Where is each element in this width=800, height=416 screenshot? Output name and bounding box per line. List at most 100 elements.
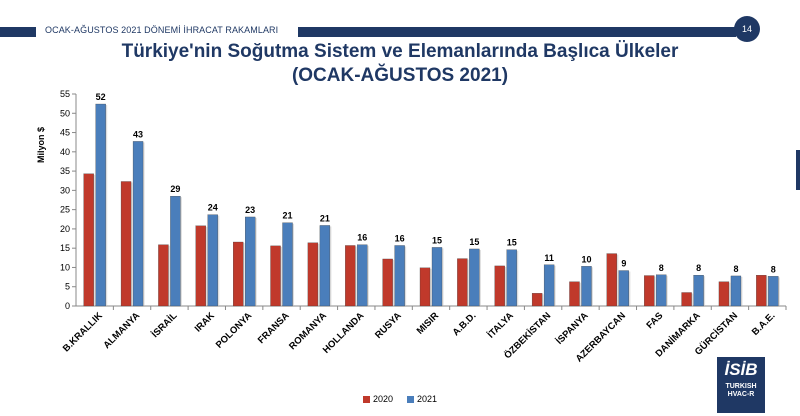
bar-2020-17 — [681, 292, 692, 307]
bar-2021-11 — [469, 248, 480, 307]
bar-2021-14 — [581, 266, 592, 307]
bar-2021-5 — [245, 216, 256, 307]
bar-2020-13 — [531, 293, 543, 307]
x-tick-label: ALMANYA — [101, 310, 142, 351]
bar-2021-9 — [394, 245, 405, 307]
y-tick-label: 25 — [60, 205, 70, 215]
edge-decoration — [796, 150, 800, 190]
y-tick-label: 15 — [60, 243, 70, 253]
chart-title: Türkiye'nin Soğutma Sistem ve Elemanları… — [121, 41, 679, 62]
bar-2020-12 — [494, 265, 505, 307]
bar-2020-15 — [606, 253, 617, 307]
bar-2021-8 — [357, 244, 368, 307]
bar-2021-10 — [431, 247, 443, 307]
data-label: 23 — [245, 205, 255, 215]
bar-2020-9 — [382, 258, 393, 307]
x-tick-label: İTALYA — [486, 310, 516, 340]
x-tick-label: POLONYA — [214, 310, 254, 350]
data-label: 21 — [283, 211, 293, 221]
bar-2020-6 — [270, 245, 281, 307]
page-number-badge: 14 — [734, 16, 760, 42]
y-tick-label: 0 — [65, 301, 70, 311]
logo-line-1: TURKISH — [725, 383, 757, 390]
data-label: 9 — [621, 259, 626, 269]
data-label: 10 — [581, 254, 591, 264]
x-tick-label: B.A.E. — [750, 310, 778, 338]
bar-2021-13 — [543, 264, 555, 307]
x-tick-label: A.B.D. — [451, 310, 479, 338]
logo-line-2: HVAC-R — [727, 391, 755, 398]
x-tick-label: İSPANYA — [554, 310, 591, 347]
bar-2021-1 — [95, 103, 106, 307]
section-title: OCAK-AĞUSTOS 2021 DÖNEMİ İHRACAT RAKAMLA… — [45, 25, 279, 35]
data-label: 24 — [208, 203, 218, 213]
y-tick-label: 40 — [60, 147, 70, 157]
data-label: 8 — [771, 264, 776, 274]
data-label: 15 — [507, 238, 517, 248]
legend-item-2020: 2020 — [362, 394, 393, 404]
data-label: 29 — [170, 184, 180, 194]
bar-2021-3 — [170, 195, 181, 307]
chart-legend: 2020 2021 — [0, 394, 800, 404]
data-label: 52 — [96, 92, 106, 102]
bar-2020-16 — [644, 275, 655, 307]
y-axis-title: Milyon $ — [36, 127, 46, 163]
bar-2020-19 — [756, 275, 767, 307]
legend-label-2020: 2020 — [372, 394, 393, 404]
data-label: 15 — [469, 237, 479, 247]
header-bar-right — [298, 27, 736, 37]
legend-swatch-2021 — [407, 395, 414, 403]
legend-label-2021: 2021 — [417, 394, 438, 404]
bar-2021-2 — [132, 141, 144, 307]
legend-swatch-2020 — [362, 395, 370, 403]
x-tick-label: RUSYA — [373, 310, 404, 341]
data-label: 15 — [432, 235, 442, 245]
bar-2020-8 — [345, 245, 356, 307]
x-tick-label: FRANSA — [256, 310, 292, 346]
y-tick-label: 5 — [65, 282, 70, 292]
bar-2021-4 — [207, 214, 218, 307]
bar-2020-3 — [158, 244, 169, 307]
y-tick-label: 10 — [60, 262, 70, 272]
data-label: 8 — [659, 263, 664, 273]
data-label: 11 — [544, 253, 554, 263]
x-tick-label: MISIR — [415, 310, 442, 337]
data-label: 43 — [133, 129, 143, 139]
y-tick-label: 45 — [60, 128, 70, 138]
data-label: 16 — [357, 233, 367, 243]
bar-2020-4 — [195, 225, 206, 307]
data-label: 21 — [320, 213, 330, 223]
data-label: 8 — [733, 264, 738, 274]
data-label: 16 — [395, 233, 405, 243]
bar-2021-6 — [282, 222, 293, 307]
bar-2021-12 — [506, 249, 517, 307]
bar-2020-1 — [83, 173, 94, 307]
bar-2020-10 — [419, 267, 431, 307]
isib-logo: İSİB TURKISH HVAC-R — [717, 357, 765, 413]
legend-item-2021: 2021 — [407, 394, 437, 404]
logo-main-text: İSİB — [724, 360, 758, 379]
y-tick-label: 35 — [60, 166, 70, 176]
bar-2021-7 — [319, 225, 331, 307]
data-label: 8 — [696, 263, 701, 273]
y-tick-label: 55 — [60, 89, 70, 99]
bar-2021-17 — [693, 275, 704, 307]
bar-2020-7 — [307, 242, 319, 307]
y-tick-label: 20 — [60, 224, 70, 234]
bar-2020-11 — [457, 258, 468, 307]
chart-subtitle: (OCAK-AĞUSTOS 2021) — [291, 65, 509, 86]
x-tick-label: İSRAİL — [150, 310, 180, 340]
x-tick-label: FAS — [644, 310, 665, 331]
header-bar-left — [0, 27, 36, 37]
bar-2021-15 — [618, 270, 629, 307]
y-tick-label: 30 — [60, 185, 70, 195]
bar-2020-18 — [718, 281, 730, 307]
y-tick-label: 50 — [60, 108, 70, 118]
bar-2020-2 — [120, 181, 132, 307]
bar-2020-5 — [233, 241, 244, 307]
x-tick-label: IRAK — [193, 310, 217, 334]
bar-2020-14 — [569, 281, 580, 307]
bar-2021-16 — [656, 274, 667, 307]
bar-2021-19 — [768, 276, 779, 307]
